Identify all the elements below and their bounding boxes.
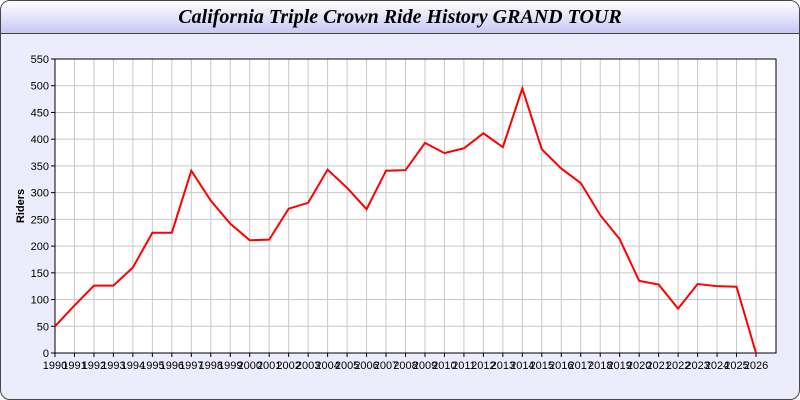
x-tick-label: 2019 <box>607 360 631 372</box>
x-tick-label: 2005 <box>335 360 359 372</box>
chart-title: California Triple Crown Ride History GRA… <box>178 6 622 28</box>
y-axis-label: Riders <box>15 189 27 223</box>
x-tick-label: 2026 <box>744 360 768 372</box>
x-tick-label: 2025 <box>724 360 748 372</box>
y-tick-label: 150 <box>31 268 49 280</box>
x-tick-label: 1998 <box>199 360 223 372</box>
x-tick-label: 2014 <box>510 360 534 372</box>
y-tick-label: 250 <box>31 214 49 226</box>
x-tick-label: 2024 <box>705 360 729 372</box>
y-tick-label: 300 <box>31 188 49 200</box>
x-tick-label: 2013 <box>491 360 515 372</box>
x-tick-label: 1996 <box>160 360 184 372</box>
x-tick-label: 2012 <box>471 360 495 372</box>
y-tick-label: 500 <box>31 81 49 93</box>
x-tick-label: 1990 <box>43 360 67 372</box>
x-tick-label: 1999 <box>218 360 242 372</box>
x-tick-label: 1993 <box>101 360 125 372</box>
x-tick-label: 2008 <box>393 360 417 372</box>
plot-border <box>54 58 777 354</box>
x-tick-label: 2009 <box>413 360 437 372</box>
y-tick-label: 50 <box>37 321 49 333</box>
y-tick-label: 550 <box>31 54 49 66</box>
x-tick-label: 2016 <box>549 360 573 372</box>
x-tick-label: 2023 <box>685 360 709 372</box>
x-tick-label: 2000 <box>237 360 261 372</box>
x-tick-label: 2003 <box>296 360 320 372</box>
plot-area <box>55 59 776 353</box>
y-tick-label: 450 <box>31 107 49 119</box>
x-tick-label: 2010 <box>432 360 456 372</box>
x-tick-label: 1997 <box>179 360 203 372</box>
x-tick-label: 2021 <box>646 360 670 372</box>
x-tick-label: 2006 <box>354 360 378 372</box>
x-tick-label: 1994 <box>121 360 145 372</box>
y-tick-label: 400 <box>31 134 49 146</box>
x-tick-label: 2011 <box>452 360 476 372</box>
x-tick-label: 2004 <box>315 360 339 372</box>
x-tick-label: 2018 <box>588 360 612 372</box>
x-tick-label: 2007 <box>374 360 398 372</box>
title-bar: California Triple Crown Ride History GRA… <box>1 1 799 34</box>
x-tick-label: 2001 <box>257 360 281 372</box>
y-tick-label: 200 <box>31 241 49 253</box>
x-tick-label: 2020 <box>627 360 651 372</box>
x-tick-label: 1995 <box>140 360 164 372</box>
x-tick-label: 1991 <box>62 360 86 372</box>
x-tick-label: 2015 <box>530 360 554 372</box>
y-tick-label: 100 <box>31 295 49 307</box>
x-tick-label: 1992 <box>82 360 106 372</box>
x-tick-label: 2017 <box>569 360 593 372</box>
x-tick-label: 2002 <box>276 360 300 372</box>
y-tick-label: 0 <box>43 348 49 360</box>
y-tick-label: 350 <box>31 161 49 173</box>
x-tick-label: 2022 <box>666 360 690 372</box>
